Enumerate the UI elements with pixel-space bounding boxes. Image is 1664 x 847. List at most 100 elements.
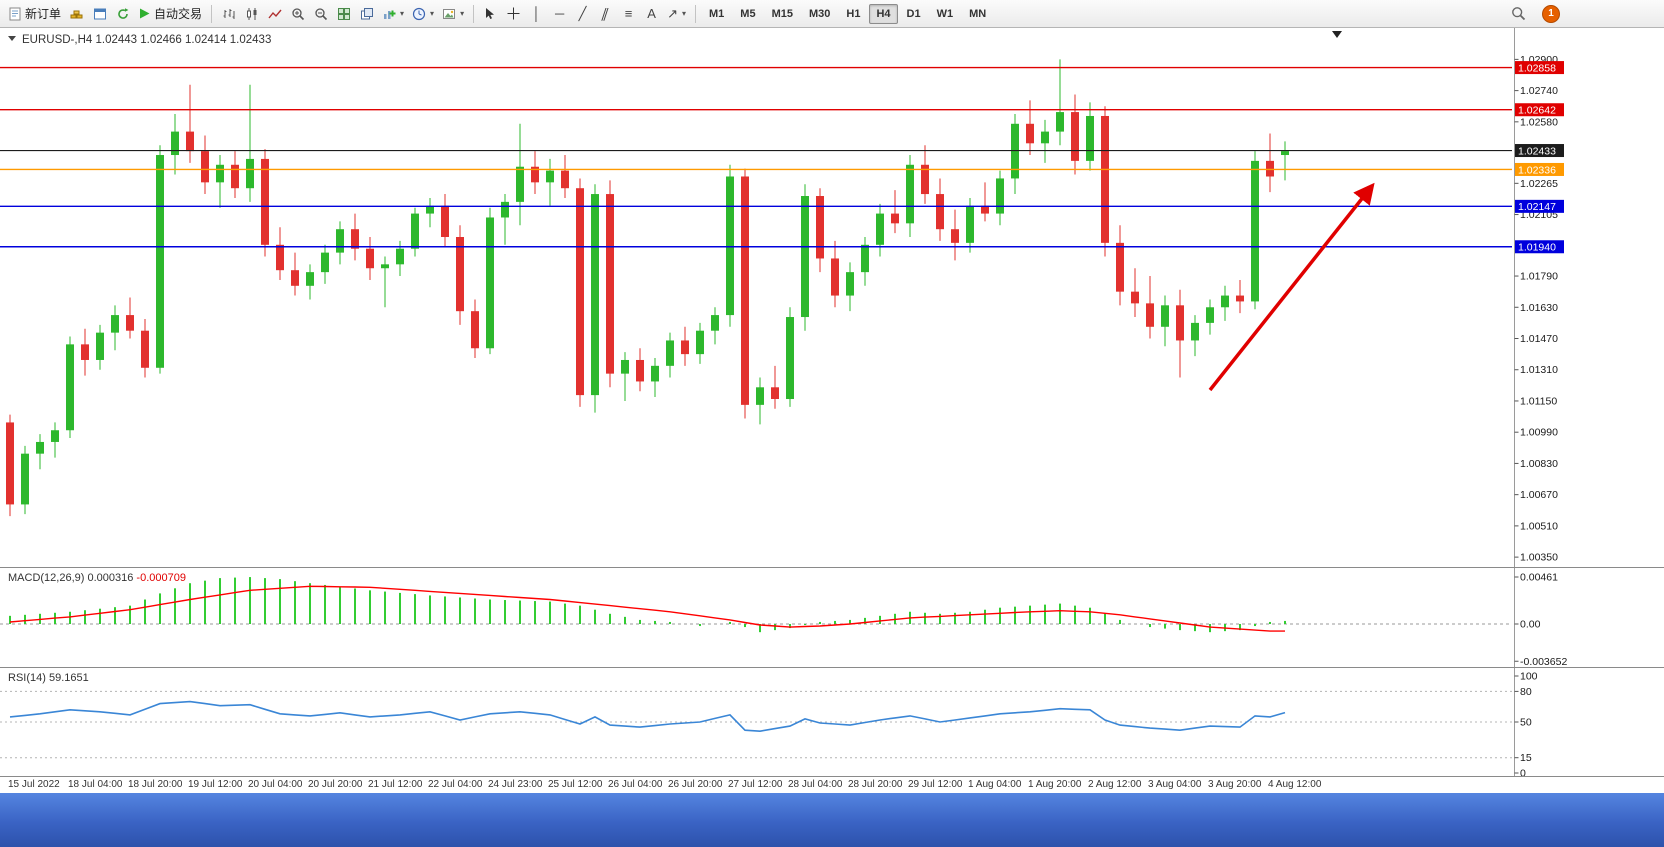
arrows-tool-button[interactable]: ↗ ▾ (663, 3, 690, 25)
candle-body (651, 365, 659, 382)
indicators-button[interactable]: ▾ (378, 3, 408, 25)
macd-chart[interactable]: 0.00461 0.00 -0.003652 MACD(12,26,9) 0.0003… (0, 568, 1664, 668)
zoom-in-button[interactable] (286, 3, 309, 25)
data-window-button[interactable] (88, 3, 111, 25)
candle-body (1011, 123, 1019, 179)
search-button[interactable] (1507, 3, 1530, 25)
timeframe-button-H1[interactable]: H1 (839, 4, 867, 24)
candle-body (321, 252, 329, 273)
candle-body (141, 330, 149, 368)
candlestick-chart-button[interactable] (240, 3, 263, 25)
timeframe-button-MN[interactable]: MN (962, 4, 993, 24)
timeframe-button-M15[interactable]: M15 (765, 4, 800, 24)
svg-text:1.00510: 1.00510 (1520, 520, 1558, 532)
svg-text:1.00670: 1.00670 (1520, 489, 1558, 501)
text-tool-button[interactable]: A (640, 3, 663, 25)
templates-button[interactable]: ▾ (438, 3, 468, 25)
time-axis-label: 26 Jul 20:00 (668, 779, 723, 790)
timeframe-button-H4[interactable]: H4 (869, 3, 898, 24)
candle-body (786, 317, 794, 400)
rsi-chart[interactable]: 100 80 50 15 0 RSI(14) 59.1651 (0, 668, 1664, 777)
time-axis[interactable]: 15 Jul 2022 18 Jul 04:00 18 Jul 20:00 19 Ju… (0, 777, 1664, 793)
candle-body (1041, 131, 1049, 144)
price-level-badge (1515, 144, 1564, 158)
search-icon (1512, 7, 1526, 21)
candle-body (516, 166, 524, 202)
macd-label: MACD(12,26,9) 0.000316 -0.000709 (8, 572, 186, 584)
svg-text:1.00830: 1.00830 (1520, 458, 1558, 470)
fibonacci-tool-button[interactable]: ≡ (617, 3, 640, 25)
taskbar[interactable] (0, 793, 1664, 847)
cascade-windows-button[interactable] (355, 3, 378, 25)
time-axis-label: 18 Jul 20:00 (128, 779, 183, 790)
candle-body (1176, 305, 1184, 341)
timeframe-button-D1[interactable]: D1 (900, 4, 928, 24)
template-image-icon (443, 8, 456, 19)
candle-body (201, 151, 209, 183)
candle-body (816, 196, 824, 259)
notification-badge[interactable]: 1 (1542, 4, 1560, 23)
candle-body (1131, 291, 1139, 304)
horizontal-line-tool-button[interactable]: ─ (548, 3, 571, 25)
autotrade-button[interactable]: 自动交易 (134, 3, 206, 25)
timeframe-button-M1[interactable]: M1 (702, 4, 731, 24)
candle-body (51, 430, 59, 442)
time-axis-label: 1 Aug 20:00 (1028, 779, 1082, 790)
line-chart-button[interactable] (263, 3, 286, 25)
trendline-tool-button[interactable]: ╱ (571, 3, 594, 25)
autotrade-label: 自动交易 (154, 7, 203, 21)
timeframe-button-W1[interactable]: W1 (930, 4, 961, 24)
candle-body (996, 178, 1004, 214)
toolbar-group-trade: 新订单 (4, 3, 206, 25)
candle-body (1056, 112, 1064, 132)
clock-icon (412, 7, 426, 20)
refresh-button[interactable] (111, 3, 134, 25)
time-axis-label: 25 Jul 12:00 (548, 779, 603, 790)
candle-body (231, 164, 239, 189)
channel-tool-button[interactable]: ∥ (594, 3, 617, 25)
svg-text:1.01940: 1.01940 (1518, 242, 1556, 254)
chart-shift-marker[interactable] (1332, 31, 1342, 38)
crosshair-button[interactable] (502, 3, 525, 25)
toolbar-group-chart: ▾ ▾ ▾ (217, 3, 468, 25)
timeframe-button-M5[interactable]: M5 (733, 4, 762, 24)
window-icon (93, 8, 106, 19)
candle-body (1281, 151, 1289, 156)
candle-body (1221, 295, 1229, 308)
candle-body (441, 205, 449, 238)
new-order-label: 新订单 (25, 7, 62, 21)
symbol-dropdown-icon[interactable] (8, 36, 16, 41)
horizontal-price-lines (0, 66, 1512, 248)
market-watch-button[interactable] (65, 3, 88, 25)
svg-text:15: 15 (1520, 752, 1532, 764)
dropdown-caret-icon: ▾ (400, 9, 405, 18)
toolbar: 新订单 (0, 0, 1664, 28)
candle-body (246, 158, 254, 189)
bar-chart-button[interactable] (217, 3, 240, 25)
timeframe-toolbar: M1 M5 M15 M30 H1 H4 D1 W1 MN (701, 3, 994, 24)
svg-text:1.02336: 1.02336 (1518, 164, 1556, 176)
rsi-label: RSI(14) 59.1651 (8, 672, 89, 684)
dropdown-caret-icon: ▾ (681, 9, 686, 18)
trendline-icon: ╱ (578, 6, 587, 21)
price-chart[interactable]: 1.029001.027401.025801.022651.021051.017… (0, 28, 1664, 568)
periods-button[interactable]: ▾ (408, 3, 438, 25)
time-axis-label: 15 Jul 2022 (8, 779, 60, 790)
candle-body (96, 332, 104, 360)
new-order-button[interactable]: 新订单 (4, 3, 65, 25)
time-axis-label: 28 Jul 20:00 (848, 779, 903, 790)
zoom-in-icon (291, 7, 304, 20)
svg-text:1.02580: 1.02580 (1520, 116, 1558, 128)
trend-arrow-annotation[interactable] (1208, 182, 1375, 392)
zoom-out-button[interactable] (309, 3, 332, 25)
candle-body (501, 201, 509, 218)
cursor-button[interactable] (479, 3, 502, 25)
candle-body (756, 387, 764, 405)
tile-windows-button[interactable] (332, 3, 355, 25)
candle-body (456, 237, 464, 312)
timeframe-button-M30[interactable]: M30 (802, 4, 837, 24)
candle-body (1116, 242, 1124, 292)
candle-body (381, 264, 389, 269)
vertical-line-tool-button[interactable]: │ (525, 3, 548, 25)
candle-body (876, 213, 884, 245)
